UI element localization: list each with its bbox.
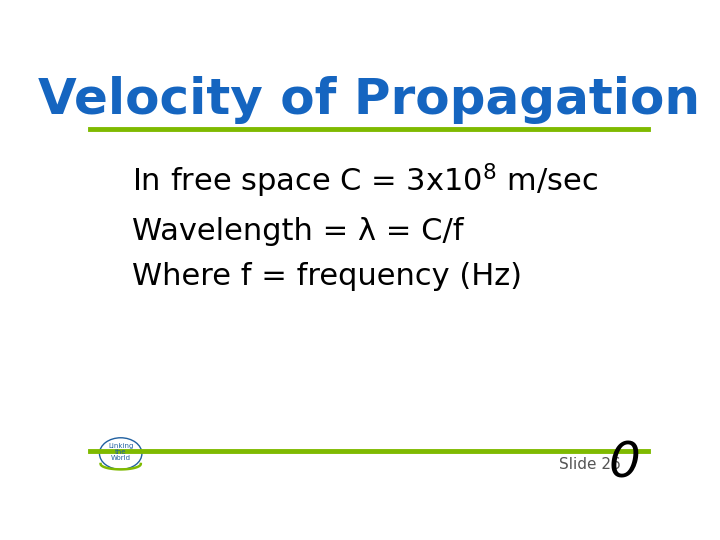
Text: 0: 0	[608, 440, 641, 488]
Text: Where f = frequency (Hz): Where f = frequency (Hz)	[132, 262, 522, 292]
Text: Velocity of Propagation: Velocity of Propagation	[38, 76, 700, 124]
Text: World: World	[111, 455, 131, 461]
Text: the: the	[115, 449, 127, 455]
Text: Slide 26: Slide 26	[559, 457, 621, 472]
Text: Linking: Linking	[108, 443, 133, 449]
Text: Wavelength = λ = C/f: Wavelength = λ = C/f	[132, 217, 464, 246]
Text: In free space C = 3x10$^8$ m/sec: In free space C = 3x10$^8$ m/sec	[132, 162, 598, 200]
